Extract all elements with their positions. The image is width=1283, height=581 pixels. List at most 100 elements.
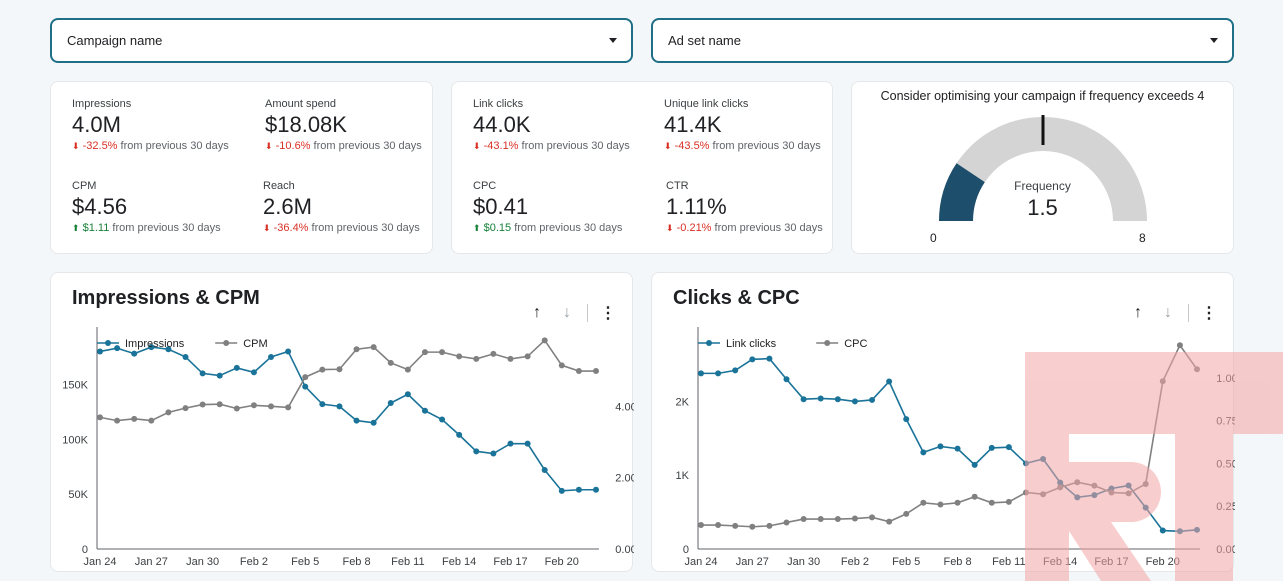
kpi-value: $0.41: [473, 194, 529, 219]
data-point: [250, 369, 257, 376]
toolbar-divider: [1188, 304, 1189, 322]
kpi-change: ⬇ -36.4% from previous 30 days: [263, 222, 420, 234]
data-point: [199, 401, 206, 408]
chevron-down-icon: [1210, 38, 1218, 43]
y-left-tick-label: 1K: [676, 470, 690, 482]
data-point: [182, 405, 189, 412]
data-point: [97, 414, 103, 421]
x-tick-label: Feb 11: [992, 556, 1025, 568]
clicks-cpc-chart-card: Clicks & CPC ↑ ↓ ⋮ 0 1K 2K 0.00 0.25 0.50 0.75…: [651, 272, 1235, 572]
data-point: [920, 499, 927, 506]
data-point: [1022, 489, 1029, 496]
kpi-change-suffix: from previous 30 days: [313, 140, 422, 152]
data-point: [1074, 494, 1081, 501]
data-point: [1108, 489, 1115, 496]
y-right-tick-label: 1.00: [1216, 373, 1235, 385]
gauge-value: 1.5: [1027, 195, 1058, 220]
ad-set-name-filter[interactable]: Ad set name: [651, 18, 1234, 63]
data-point: [834, 516, 841, 523]
kpi-label: CPC: [473, 180, 497, 192]
data-point: [353, 417, 360, 424]
data-point: [715, 522, 722, 529]
data-point: [114, 417, 121, 424]
sort-descending-icon[interactable]: ↓: [563, 304, 571, 321]
data-point: [1125, 490, 1132, 497]
toolbar-divider: [587, 304, 588, 322]
kpi-change-value: -10.6%: [275, 140, 311, 152]
data-point: [370, 419, 377, 426]
kpi-amount-spend: Amount spend $18.08K ⬇ -10.6% from previ…: [265, 98, 422, 152]
data-point: [851, 515, 858, 522]
impressions-cpm-chart-card: Impressions & CPM ↑ ↓ ⋮ 0 50K 100K 150K 0.00…: [50, 272, 634, 572]
data-point: [1159, 378, 1166, 385]
kpi-label: CTR: [666, 180, 689, 192]
legend-label: Impressions: [125, 338, 185, 350]
kpi-change-suffix: from previous 30 days: [514, 222, 623, 234]
kpi-change: ⬆ $1.11 from previous 30 days: [72, 222, 221, 234]
data-point: [1091, 492, 1098, 499]
kpi-link-clicks: Link clicks 44.0K ⬇ -43.1% from previous…: [473, 98, 630, 152]
data-point: [732, 367, 739, 374]
data-point: [456, 353, 463, 360]
data-point: [148, 417, 155, 424]
kpi-value: 44.0K: [473, 112, 531, 137]
data-point: [988, 444, 995, 451]
y-right-tick-label: 0.50: [1216, 458, 1235, 470]
data-point: [490, 350, 497, 357]
data-point: [988, 499, 995, 506]
x-tick-label: Feb 2: [240, 556, 268, 568]
data-point: [937, 443, 944, 450]
more-options-icon[interactable]: ⋮: [600, 305, 616, 322]
x-tick-label: Feb 8: [342, 556, 370, 568]
data-point: [800, 516, 807, 523]
campaign-name-filter[interactable]: Campaign name: [50, 18, 633, 63]
y-left-tick-label: 0: [683, 544, 689, 556]
x-tick-label: Feb 17: [493, 556, 527, 568]
kpi-value: 1.11%: [666, 194, 727, 219]
data-point: [698, 522, 704, 529]
data-point: [353, 346, 360, 353]
data-point: [1159, 527, 1166, 534]
kpi-value: 41.4K: [664, 112, 722, 137]
sort-ascending-icon[interactable]: ↑: [1134, 304, 1142, 321]
arrow-down-icon: ⬇: [666, 223, 674, 233]
data-point: [336, 403, 343, 410]
data-point: [698, 370, 704, 377]
x-tick-label: Feb 14: [1043, 556, 1077, 568]
data-point: [886, 378, 893, 385]
kpi-change: ⬇ -10.6% from previous 30 days: [265, 140, 422, 152]
data-point: [524, 353, 531, 360]
data-point: [439, 349, 446, 356]
data-point: [732, 522, 739, 529]
data-point: [404, 391, 411, 398]
kpi-card-reach: Impressions 4.0M ⬇ -32.5% from previous …: [50, 81, 433, 254]
data-point: [524, 440, 531, 447]
kpi-label: Impressions: [72, 98, 132, 110]
data-point: [182, 353, 189, 360]
kpi-change: ⬇ -0.21% from previous 30 days: [666, 222, 823, 234]
data-point: [165, 409, 172, 416]
data-point: [439, 416, 446, 423]
x-tick-label: Jan 30: [186, 556, 219, 568]
more-options-icon[interactable]: ⋮: [1201, 305, 1217, 322]
sort-descending-icon[interactable]: ↓: [1164, 304, 1172, 321]
sort-ascending-icon[interactable]: ↑: [533, 304, 541, 321]
data-point: [1194, 526, 1200, 533]
data-point: [1176, 528, 1183, 535]
data-point: [766, 355, 773, 362]
kpi-value: $18.08K: [265, 112, 347, 137]
x-tick-label: Feb 8: [943, 556, 971, 568]
kpi-label: CPM: [72, 180, 97, 192]
data-point: [507, 355, 514, 362]
data-point: [1040, 455, 1047, 462]
data-point: [131, 350, 138, 357]
kpi-change-suffix: from previous 30 days: [521, 140, 630, 152]
kpi-label: Link clicks: [473, 98, 524, 110]
legend-marker: [824, 340, 831, 346]
kpi-cpc: CPC $0.41 ⬆ $0.15 from previous 30 days: [473, 180, 622, 234]
legend-marker: [223, 340, 230, 346]
data-point: [421, 407, 428, 414]
data-point: [971, 461, 978, 468]
x-tick-label: Feb 20: [1146, 556, 1180, 568]
chart-toolbar: ↑ ↓ ⋮: [1128, 303, 1219, 323]
